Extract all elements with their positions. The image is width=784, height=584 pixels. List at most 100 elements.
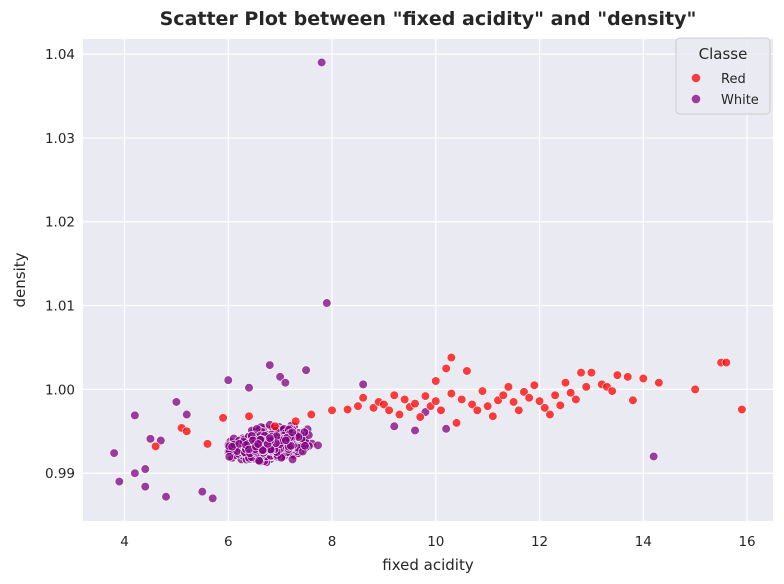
white-point <box>171 397 181 407</box>
red-point <box>586 368 597 378</box>
red-point <box>353 401 363 411</box>
red-point <box>306 409 316 420</box>
red-point <box>218 413 228 423</box>
red-point <box>446 352 456 363</box>
red-point <box>368 403 379 413</box>
red-series <box>151 352 747 451</box>
white-point <box>130 468 140 478</box>
red-point <box>477 386 488 396</box>
white-point <box>130 410 140 420</box>
red-point <box>431 396 441 406</box>
white-point <box>313 440 323 450</box>
red-point <box>379 399 389 410</box>
y-tick-label: 1.04 <box>45 47 75 63</box>
white-point <box>358 379 368 389</box>
red-point <box>721 357 731 368</box>
red-point <box>291 416 301 426</box>
white-point <box>140 464 150 474</box>
red-point <box>638 373 648 384</box>
red-point <box>451 418 462 428</box>
x-tick-label: 4 <box>120 534 129 550</box>
red-point <box>436 405 446 415</box>
red-point <box>358 393 368 403</box>
red-point <box>498 390 508 400</box>
red-point <box>431 376 441 386</box>
red-point <box>550 390 560 400</box>
y-tick-label: 0.99 <box>45 466 75 482</box>
white-point <box>281 435 291 445</box>
x-tick-label: 6 <box>224 534 233 550</box>
white-point <box>649 451 659 462</box>
red-point <box>581 382 591 392</box>
red-point <box>612 370 622 380</box>
white-point <box>389 421 399 431</box>
red-point <box>420 391 431 401</box>
red-point <box>540 403 550 413</box>
red-point <box>737 404 747 415</box>
y-tick-label: 1.01 <box>45 299 75 315</box>
plot-background <box>83 39 773 521</box>
x-tick-label: 8 <box>328 534 337 550</box>
white-point <box>301 365 311 375</box>
white-point <box>208 493 218 503</box>
white-point <box>223 375 233 385</box>
red-point <box>514 405 524 415</box>
red-point <box>415 412 425 422</box>
red-point <box>503 382 514 392</box>
red-point <box>483 401 493 411</box>
red-point <box>545 409 555 420</box>
white-point <box>300 441 310 451</box>
x-tick-labels: 4 6 8 10 12 14 16 <box>120 534 755 550</box>
red-point <box>654 378 664 388</box>
x-axis-label: fixed acidity <box>382 556 474 574</box>
red-point <box>342 404 353 415</box>
white-point <box>287 427 297 437</box>
red-point <box>389 390 399 400</box>
white-point <box>253 439 263 449</box>
red-point <box>410 399 420 409</box>
red-point <box>623 372 633 382</box>
red-point <box>571 394 581 405</box>
legend-white-label: White <box>721 93 759 108</box>
white-point <box>224 452 234 462</box>
grid-lines <box>83 39 773 521</box>
legend-box <box>675 37 771 115</box>
white-point <box>280 378 290 388</box>
red-point <box>628 395 638 405</box>
white-point <box>109 448 119 458</box>
red-point <box>508 397 519 407</box>
white-point <box>287 454 298 465</box>
white-point <box>244 383 254 393</box>
white-point <box>254 456 264 466</box>
red-point <box>472 405 482 415</box>
red-point <box>384 405 394 415</box>
red-point <box>441 363 451 374</box>
white-point <box>265 433 275 443</box>
x-tick-label: 10 <box>427 534 444 550</box>
red-point <box>202 439 213 449</box>
red-point <box>270 421 280 431</box>
red-point <box>519 387 529 397</box>
white-point <box>156 435 166 446</box>
red-point <box>182 426 192 436</box>
y-axis-label: density <box>11 252 29 307</box>
red-point <box>488 411 498 421</box>
legend: Classe Red White <box>675 37 771 115</box>
legend-red-marker <box>691 73 701 83</box>
white-point <box>197 487 207 497</box>
red-point <box>467 399 477 410</box>
white-point <box>182 409 192 420</box>
white-point <box>410 425 420 436</box>
red-point <box>607 386 617 396</box>
legend-white-marker <box>691 94 701 104</box>
red-point <box>394 409 405 420</box>
red-point <box>327 405 337 415</box>
red-point <box>400 394 410 405</box>
x-tick-label: 12 <box>531 534 548 550</box>
red-point <box>560 378 571 388</box>
red-point <box>462 366 472 376</box>
red-point <box>457 394 467 405</box>
red-point <box>529 380 539 390</box>
white-point <box>275 372 285 382</box>
red-point <box>555 400 565 410</box>
